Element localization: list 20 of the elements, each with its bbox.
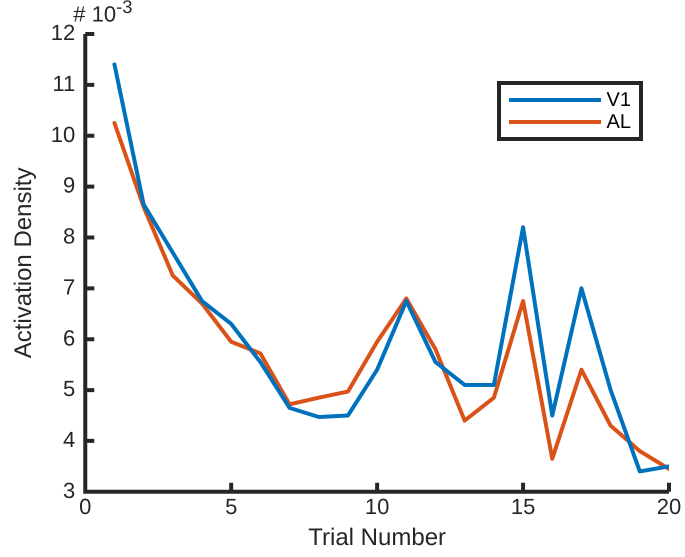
y-tick-label: 6: [63, 325, 76, 350]
x-tick-label: 0: [79, 494, 92, 520]
legend-label: V1: [606, 89, 631, 111]
x-tick-label: 5: [225, 494, 238, 520]
text: # 10$^{-3}$: [73, 0, 132, 26]
legend-label: AL: [606, 111, 631, 133]
y-tick-label: 8: [63, 224, 76, 249]
x-tick-label: 10: [364, 494, 390, 520]
y-tick-label: 7: [63, 274, 76, 300]
x-tick-label: 15: [510, 494, 536, 520]
x-tick-label: 20: [656, 494, 682, 520]
x-axis-title: Trial Number: [308, 524, 446, 552]
y-tick-label: 3: [63, 478, 76, 503]
y-tick-label: 4: [63, 426, 76, 452]
y-tick-label: 10: [50, 122, 76, 147]
y-tick-label: 9: [63, 172, 76, 198]
y-tick-label: 11: [52, 70, 76, 96]
y-tick-label: 12: [50, 20, 76, 46]
y-axis-title: Activation Density: [10, 168, 38, 358]
y-tick-label: 5: [63, 376, 76, 402]
